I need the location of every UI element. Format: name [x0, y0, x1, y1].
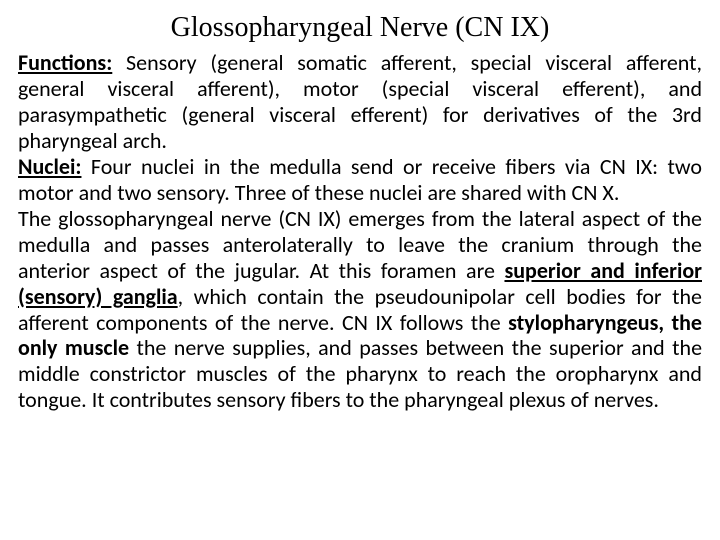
paragraph-nuclei: Nuclei: Four nuclei in the medulla send … [18, 154, 702, 206]
text-functions: Sensory (general somatic afferent, speci… [18, 49, 702, 154]
label-functions: Functions: [18, 49, 112, 76]
paragraph-description: The glossopharyngeal nerve (CN IX) emerg… [18, 206, 702, 414]
body-text: Functions: Sensory (general somatic affe… [18, 50, 702, 413]
page-title: Glossopharyngeal Nerve (CN IX) [18, 12, 702, 44]
paragraph-functions: Functions: Sensory (general somatic affe… [18, 50, 702, 154]
label-nuclei: Nuclei: [18, 153, 81, 180]
text-nuclei: Four nuclei in the medulla send or recei… [18, 153, 702, 206]
